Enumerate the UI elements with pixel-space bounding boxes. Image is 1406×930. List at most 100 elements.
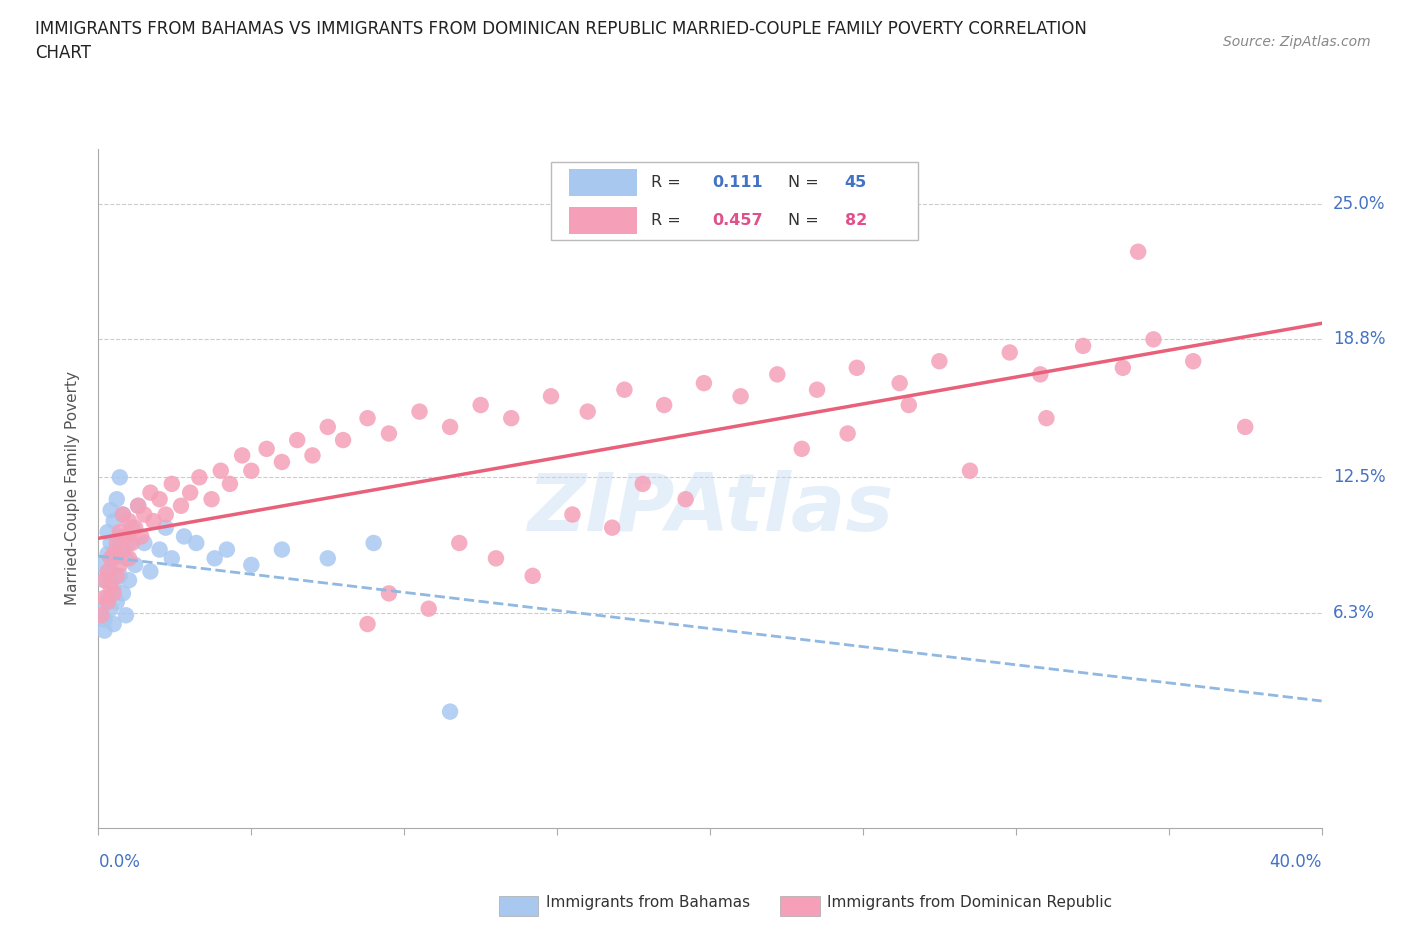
Point: [1234, 419, 1257, 434]
Point: [561, 507, 583, 522]
Point: [652, 398, 675, 413]
Point: [103, 586, 125, 601]
Point: [998, 345, 1021, 360]
Point: [631, 476, 654, 491]
Point: [121, 536, 143, 551]
Point: [118, 513, 141, 528]
Point: [356, 617, 378, 631]
Point: [897, 398, 920, 413]
Text: R =: R =: [651, 213, 686, 228]
FancyBboxPatch shape: [551, 163, 918, 241]
Point: [316, 419, 339, 434]
Point: [1035, 411, 1057, 426]
Point: [766, 367, 789, 382]
Point: [93, 591, 115, 605]
Point: [600, 520, 623, 535]
Point: [111, 586, 134, 601]
Point: [100, 602, 122, 617]
Point: [485, 551, 508, 565]
Point: [501, 411, 523, 426]
Point: [93, 573, 115, 588]
Point: [149, 542, 172, 557]
Y-axis label: Married-Couple Family Poverty: Married-Couple Family Poverty: [65, 371, 80, 605]
Text: Immigrants from Dominican Republic: Immigrants from Dominican Republic: [827, 895, 1112, 910]
Point: [470, 398, 492, 413]
Point: [186, 536, 208, 551]
Point: [97, 564, 120, 578]
Point: [204, 551, 226, 565]
Point: [675, 492, 697, 507]
Point: [219, 476, 242, 491]
Point: [108, 529, 131, 544]
Point: [418, 602, 440, 617]
Point: [270, 455, 292, 470]
Point: [118, 551, 141, 565]
Point: [408, 405, 430, 419]
Point: [240, 463, 263, 478]
Point: [378, 426, 401, 441]
Point: [93, 573, 115, 588]
Point: [93, 623, 115, 638]
Point: [439, 419, 461, 434]
Point: [103, 551, 125, 565]
Point: [139, 564, 162, 578]
Point: [270, 542, 292, 557]
Point: [316, 551, 339, 565]
Point: [142, 513, 165, 528]
Point: [928, 353, 950, 368]
Point: [889, 376, 911, 391]
Point: [118, 536, 141, 551]
Text: 12.5%: 12.5%: [1333, 469, 1385, 486]
Point: [845, 360, 868, 375]
Point: [215, 542, 238, 557]
Point: [111, 542, 134, 557]
Point: [837, 426, 859, 441]
Point: [115, 551, 138, 565]
Point: [103, 617, 125, 631]
Point: [160, 551, 183, 565]
Point: [105, 594, 128, 609]
Point: [93, 612, 115, 627]
Point: [105, 542, 128, 557]
Point: [149, 492, 172, 507]
Point: [115, 608, 138, 623]
Point: [108, 470, 131, 485]
Point: [100, 551, 122, 565]
Point: [1071, 339, 1094, 353]
Point: [97, 591, 120, 605]
Text: Immigrants from Bahamas: Immigrants from Bahamas: [546, 895, 749, 910]
Point: [97, 525, 120, 539]
Text: ZIPAtlas: ZIPAtlas: [527, 470, 893, 548]
Point: [105, 492, 128, 507]
Text: 6.3%: 6.3%: [1333, 604, 1375, 622]
Point: [730, 389, 752, 404]
Point: [240, 557, 263, 572]
Point: [301, 448, 323, 463]
Point: [1182, 353, 1205, 368]
Point: [90, 608, 112, 623]
Text: IMMIGRANTS FROM BAHAMAS VS IMMIGRANTS FROM DOMINICAN REPUBLIC MARRIED-COUPLE FAM: IMMIGRANTS FROM BAHAMAS VS IMMIGRANTS FR…: [35, 20, 1087, 38]
Bar: [569, 169, 637, 196]
Text: 0.0%: 0.0%: [98, 853, 141, 870]
Text: 0.457: 0.457: [713, 213, 763, 228]
Point: [806, 382, 828, 397]
Point: [209, 463, 232, 478]
Point: [160, 476, 183, 491]
Point: [959, 463, 981, 478]
Point: [90, 602, 112, 617]
Point: [332, 432, 354, 447]
Point: [439, 704, 461, 719]
Point: [97, 547, 120, 562]
Text: 40.0%: 40.0%: [1270, 853, 1322, 870]
Point: [100, 503, 122, 518]
Text: CHART: CHART: [35, 44, 91, 61]
Point: [540, 389, 562, 404]
Text: 25.0%: 25.0%: [1333, 194, 1385, 213]
Point: [231, 448, 253, 463]
Point: [363, 536, 385, 551]
Text: 45: 45: [845, 175, 868, 190]
Point: [449, 536, 471, 551]
Point: [1112, 360, 1135, 375]
Point: [522, 568, 544, 583]
Point: [188, 470, 211, 485]
